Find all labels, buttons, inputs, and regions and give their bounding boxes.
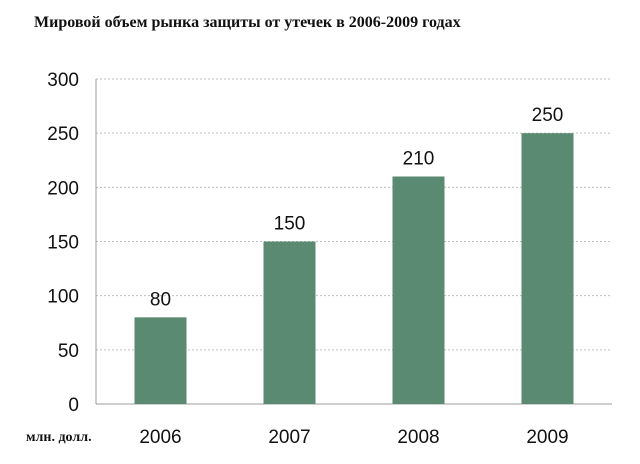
y-tick-label: 0	[68, 395, 79, 416]
x-tick-label-2006: 2006	[139, 427, 181, 448]
y-tick-label: 300	[47, 70, 79, 91]
data-label-2006: 80	[150, 289, 171, 310]
x-tick-label-2008: 2008	[397, 427, 439, 448]
bars	[134, 133, 574, 404]
bar-2007	[263, 241, 316, 404]
bar-2006	[134, 317, 187, 404]
bar-2008	[392, 176, 445, 404]
y-tick-label: 150	[47, 233, 79, 254]
bar-2009	[521, 133, 574, 404]
data-label-2007: 150	[274, 214, 306, 235]
data-label-2008: 210	[403, 149, 435, 170]
y-tick-label: 200	[47, 178, 79, 199]
data-label-2009: 250	[532, 105, 564, 126]
chart-title: Мировой объем рынка защиты от утечек в 2…	[34, 14, 461, 31]
y-tick-label: 250	[47, 124, 79, 145]
x-tick-label-2007: 2007	[268, 427, 310, 448]
y-tick-label: 50	[58, 341, 79, 362]
labels: 0 50 100 150 200 250 300 80 2006 150 2007 210 2008 25…	[47, 70, 568, 448]
x-tick-label-2009: 2009	[526, 427, 568, 448]
y-tick-label: 100	[47, 287, 79, 308]
unit-label: млн. долл.	[26, 430, 92, 445]
